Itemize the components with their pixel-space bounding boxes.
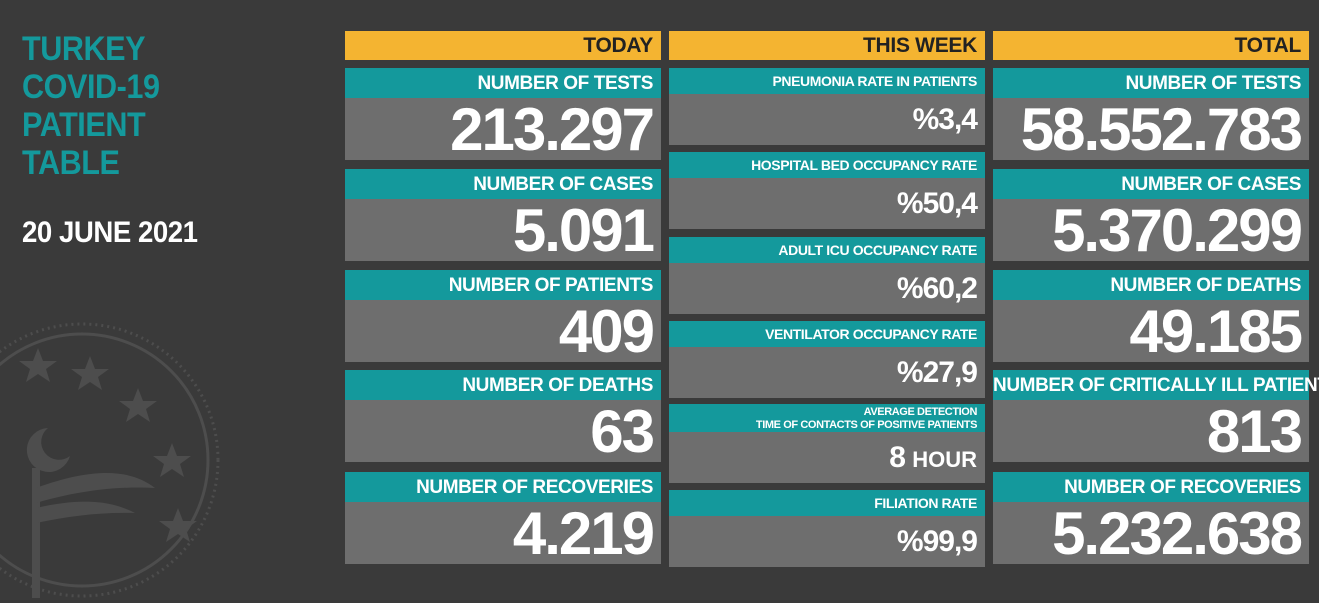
card-label: NUMBER OF CASES: [345, 169, 661, 199]
card-label: NUMBER OF RECOVERIES: [993, 472, 1309, 502]
title-line-4: TABLE: [22, 144, 120, 182]
title-line-1: TURKEY: [22, 30, 146, 68]
report-date: 20 JUNE 2021: [22, 216, 198, 249]
card-value: 5.091: [345, 199, 661, 263]
card-label-line-1: AVERAGE DETECTION: [863, 406, 978, 418]
card-value: 409: [345, 300, 661, 364]
card-label: NUMBER OF TESTS: [993, 68, 1309, 98]
title-line-2: COVID-19: [22, 68, 160, 106]
card-value: 58.552.783: [993, 98, 1309, 162]
detection-time-unit: HOUR: [912, 447, 977, 472]
card-value: %27,9: [669, 347, 985, 398]
card-value: 49.185: [993, 300, 1309, 364]
week-filiation-card: FILIATION RATE %99,9: [669, 490, 985, 567]
week-icu-card: ADULT ICU OCCUPANCY RATE %60,2: [669, 237, 985, 314]
card-value: %99,9: [669, 516, 985, 567]
total-recoveries-card: NUMBER OF RECOVERIES 5.232.638: [993, 472, 1309, 566]
card-label: NUMBER OF DEATHS: [345, 370, 661, 400]
week-hospital-bed-card: HOSPITAL BED OCCUPANCY RATE %50,4: [669, 152, 985, 229]
total-tests-card: NUMBER OF TESTS 58.552.783: [993, 68, 1309, 162]
card-value: %3,4: [669, 94, 985, 145]
card-label: HOSPITAL BED OCCUPANCY RATE: [669, 152, 985, 178]
week-detection-time-card: AVERAGE DETECTION TIME OF CONTACTS OF PO…: [669, 404, 985, 483]
card-label-line-2: TIME OF CONTACTS OF POSITIVE PATIENTS: [755, 419, 977, 431]
total-cases-card: NUMBER OF CASES 5.370.299: [993, 169, 1309, 263]
card-value: %60,2: [669, 263, 985, 314]
today-cases-card: NUMBER OF CASES 5.091: [345, 169, 661, 263]
total-critical-card: NUMBER OF CRITICALLY ILL PATIENTS 813: [993, 370, 1319, 464]
card-label: NUMBER OF RECOVERIES: [345, 472, 661, 502]
total-header: TOTAL: [993, 31, 1309, 60]
ministry-of-health-emblem-icon: [0, 322, 220, 598]
card-value: 813: [993, 400, 1309, 464]
card-label: NUMBER OF CRITICALLY ILL PATIENTS: [993, 370, 1319, 400]
today-deaths-card: NUMBER OF DEATHS 63: [345, 370, 661, 464]
detection-time-value: 8: [889, 441, 906, 474]
card-label: NUMBER OF DEATHS: [993, 270, 1309, 300]
today-patients-card: NUMBER OF PATIENTS 409: [345, 270, 661, 364]
card-label: NUMBER OF PATIENTS: [345, 270, 661, 300]
card-value: %50,4: [669, 178, 985, 229]
total-column: TOTAL NUMBER OF TESTS 58.552.783 NUMBER …: [993, 31, 1319, 566]
week-ventilator-card: VENTILATOR OCCUPANCY RATE %27,9: [669, 321, 985, 398]
week-pneumonia-card: PNEUMONIA RATE IN PATIENTS %3,4: [669, 68, 985, 145]
week-column: THIS WEEK PNEUMONIA RATE IN PATIENTS %3,…: [669, 31, 985, 567]
today-header: TODAY: [345, 31, 661, 60]
card-value: 5.370.299: [993, 199, 1309, 263]
today-column: TODAY NUMBER OF TESTS 213.297 NUMBER OF …: [345, 31, 661, 566]
card-value: 8 HOUR: [669, 432, 985, 483]
card-value: 5.232.638: [993, 502, 1309, 566]
card-label: VENTILATOR OCCUPANCY RATE: [669, 321, 985, 347]
card-label: NUMBER OF TESTS: [345, 68, 661, 98]
today-tests-card: NUMBER OF TESTS 213.297: [345, 68, 661, 162]
today-recoveries-card: NUMBER OF RECOVERIES 4.219: [345, 472, 661, 566]
card-value: 4.219: [345, 502, 661, 566]
card-label: PNEUMONIA RATE IN PATIENTS: [669, 68, 985, 94]
title-line-3: PATIENT: [22, 106, 146, 144]
card-label: NUMBER OF CASES: [993, 169, 1309, 199]
page-title: TURKEY COVID-19 PATIENT TABLE: [22, 30, 175, 182]
card-label: FILIATION RATE: [669, 490, 985, 516]
total-deaths-card: NUMBER OF DEATHS 49.185: [993, 270, 1309, 364]
card-value: 213.297: [345, 98, 661, 162]
week-header: THIS WEEK: [669, 31, 985, 60]
card-label: AVERAGE DETECTION TIME OF CONTACTS OF PO…: [669, 404, 985, 432]
card-value: 63: [345, 400, 661, 464]
card-label: ADULT ICU OCCUPANCY RATE: [669, 237, 985, 263]
